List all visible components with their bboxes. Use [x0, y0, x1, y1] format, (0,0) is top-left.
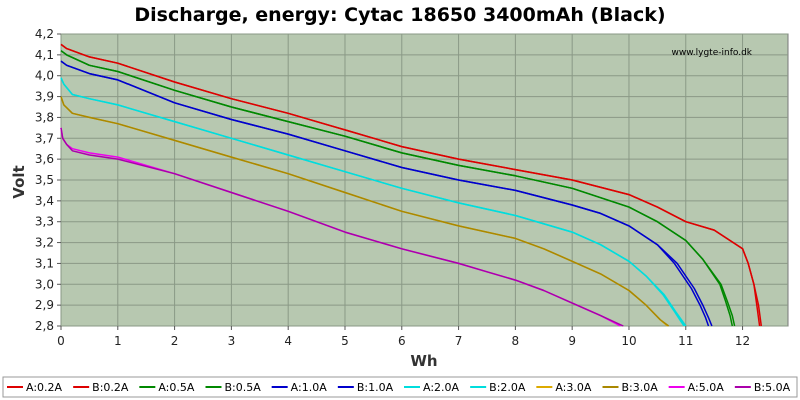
y-tick-label: 4,0 [35, 69, 54, 83]
series-line [60, 50, 736, 327]
legend-label: B:5.0A [754, 381, 791, 394]
watermark: www.lygte-info.dk [672, 48, 753, 58]
y-tick-label: 3,2 [35, 236, 54, 250]
series-line [60, 60, 713, 327]
legend-label: A:0.5A [158, 381, 195, 394]
x-tick-label: 8 [512, 334, 520, 348]
x-axis-label: Wh [410, 352, 437, 370]
legend-label: A:5.0A [688, 381, 725, 394]
y-tick-label: 2,8 [35, 319, 54, 333]
y-tick-label: 3,7 [35, 131, 54, 145]
chart-title: Discharge, energy: Cytac 18650 3400mAh (… [134, 4, 665, 26]
y-tick-label: 2,9 [35, 298, 54, 312]
x-tick-label: 12 [735, 334, 750, 348]
legend-label: A:1.0A [291, 381, 328, 394]
series-line [60, 96, 670, 327]
legend-label: A:0.2A [26, 381, 63, 394]
x-tick-label: 2 [171, 334, 179, 348]
legend-label: B:0.2A [92, 381, 129, 394]
legend-label: B:0.5A [225, 381, 262, 394]
y-tick-label: 3,4 [35, 194, 54, 208]
y-tick-label: 3,8 [35, 110, 54, 124]
x-tick-label: 4 [284, 334, 292, 348]
y-tick-label: 3,1 [35, 256, 54, 270]
x-tick-label: 10 [621, 334, 636, 348]
legend-box [2, 376, 798, 398]
series-line [60, 77, 687, 327]
y-tick-label: 3,0 [35, 277, 54, 291]
series-line [60, 127, 624, 327]
y-tick-label: 3,3 [35, 215, 54, 229]
y-tick-label: 3,6 [35, 152, 54, 166]
y-axis-label: Volt [10, 165, 28, 198]
x-tick-label: 11 [678, 334, 693, 348]
legend: A:0.2A B:0.2A A:0.5A B:0.5A A:1.0A B:1.0A A:2.… [7, 381, 791, 394]
x-tick-label: 0 [57, 334, 65, 348]
y-tick-label: 4,1 [35, 48, 54, 62]
x-tick-label: 7 [455, 334, 463, 348]
x-axis-ticks: 0 1 2 3 4 5 6 7 8 9 10 11 12 [57, 326, 750, 348]
x-tick-label: 6 [398, 334, 406, 348]
y-tick-label: 4,2 [35, 27, 54, 41]
y-axis-ticks: 4,2 4,1 4,0 3,9 3,8 3,7 3,6 3,5 3,4 3,3 3,2 3,1 3,0 2… [35, 27, 61, 333]
legend-label: B:3.0A [622, 381, 659, 394]
legend-label: A:3.0A [555, 381, 592, 394]
x-tick-label: 1 [114, 334, 122, 348]
y-tick-label: 3,5 [35, 173, 54, 187]
series-line [60, 43, 763, 327]
legend-label: A:2.0A [423, 381, 460, 394]
x-tick-label: 3 [228, 334, 236, 348]
series-group [60, 43, 763, 327]
x-tick-label: 5 [341, 334, 349, 348]
legend-label: B:2.0A [489, 381, 526, 394]
x-tick-label: 9 [568, 334, 576, 348]
y-tick-label: 3,9 [35, 90, 54, 104]
legend-label: B:1.0A [357, 381, 394, 394]
